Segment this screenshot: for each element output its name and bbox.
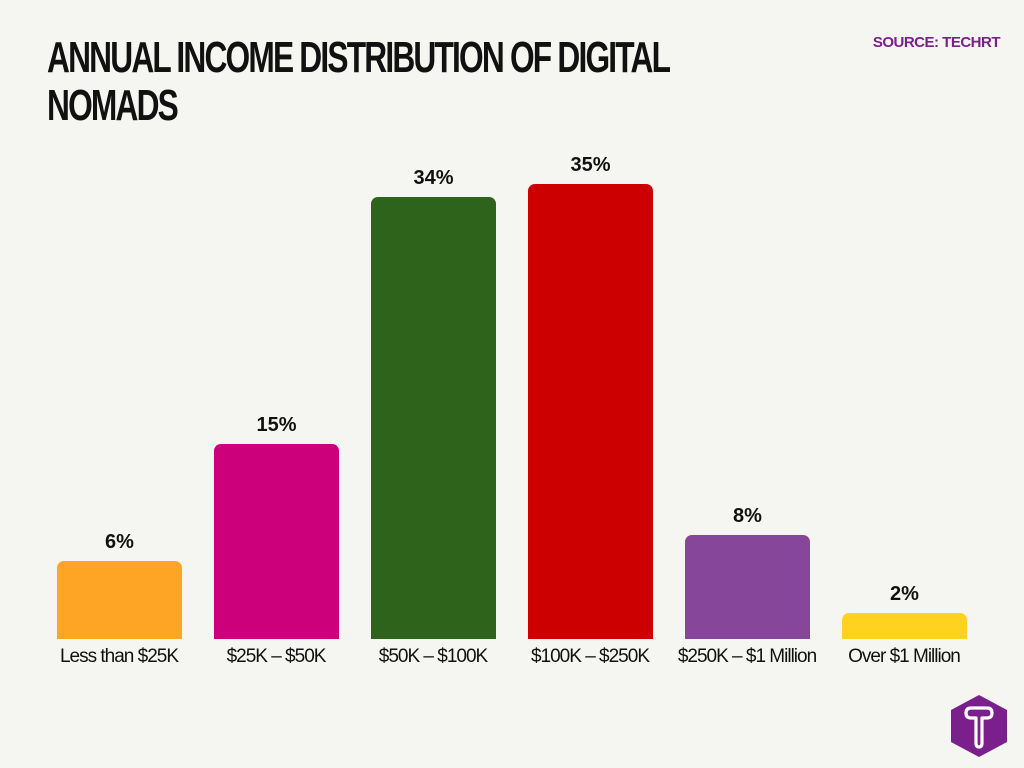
source-label: SOURCE: TECHRT bbox=[872, 34, 1001, 51]
bar-value-label: 6% bbox=[105, 531, 134, 553]
bar bbox=[214, 444, 339, 639]
bar-value-label: 35% bbox=[570, 154, 611, 176]
bar bbox=[685, 535, 810, 639]
category-label: Over $1 Million bbox=[848, 646, 961, 667]
category-label: $250K – $1 Million bbox=[677, 646, 817, 667]
category-label: $25K – $50K bbox=[226, 646, 327, 667]
bar-value-label: 15% bbox=[256, 414, 297, 436]
category-label: Less than $25K bbox=[59, 646, 179, 667]
chart-title: Annual Income Distribution of Digital No… bbox=[47, 33, 670, 130]
bar-value-label: 34% bbox=[413, 167, 454, 189]
bar bbox=[371, 197, 496, 639]
techrt-logo-icon bbox=[951, 695, 1007, 757]
category-label: $100K – $250K bbox=[530, 646, 650, 667]
bar-value-label: 8% bbox=[733, 505, 762, 527]
bar-value-label: 2% bbox=[890, 583, 919, 605]
category-label: $50K – $100K bbox=[378, 646, 488, 667]
bar bbox=[57, 561, 182, 639]
bar bbox=[842, 613, 967, 639]
bar bbox=[528, 184, 653, 639]
